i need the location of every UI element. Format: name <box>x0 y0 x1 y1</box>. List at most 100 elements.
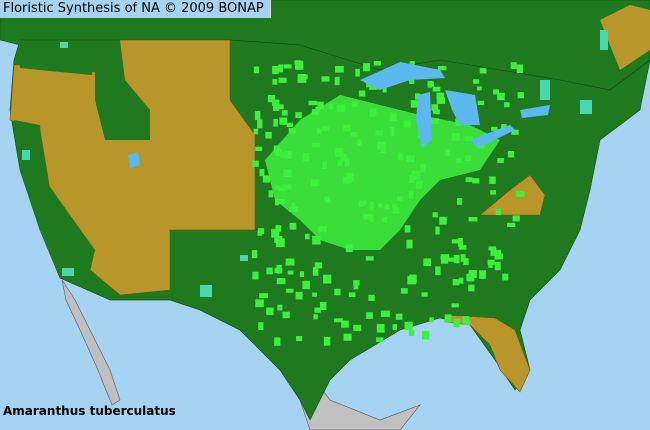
county-marker <box>266 307 274 316</box>
county-marker <box>488 262 493 268</box>
county-marker <box>357 139 362 146</box>
county-marker <box>316 128 322 134</box>
county-marker <box>259 293 268 299</box>
county-marker <box>251 250 258 259</box>
county-marker <box>452 279 460 286</box>
county-marker <box>258 322 264 330</box>
county-marker <box>272 79 278 85</box>
county-marker <box>265 131 272 139</box>
county-marker <box>282 311 290 319</box>
county-marker <box>432 86 441 92</box>
county-marker <box>289 222 297 230</box>
county-marker <box>427 80 432 88</box>
county-marker <box>320 301 327 310</box>
county-marker <box>255 146 263 152</box>
county-marker <box>451 133 460 141</box>
county-marker <box>412 172 421 180</box>
county-marker <box>279 117 288 125</box>
county-marker <box>410 100 419 108</box>
county-marker <box>472 178 480 184</box>
county-marker <box>355 68 360 77</box>
county-present-core <box>265 95 500 250</box>
county-marker <box>515 191 525 197</box>
county-marker <box>490 190 497 195</box>
county-marker <box>358 90 366 97</box>
county-marker <box>369 84 378 90</box>
county-marker <box>279 104 284 110</box>
county-marker <box>404 321 413 331</box>
county-marker <box>420 163 426 173</box>
county-marker <box>436 92 445 100</box>
baja-california <box>61 279 121 406</box>
county-marker <box>286 122 293 128</box>
county-marker <box>335 148 344 158</box>
county-marker <box>479 270 486 279</box>
county-marker <box>451 303 459 308</box>
idaho <box>95 40 150 140</box>
county-marker <box>378 203 383 208</box>
county-marker <box>346 173 354 182</box>
county-marker <box>266 267 273 275</box>
county-marker <box>435 109 440 115</box>
county-marker <box>397 196 403 201</box>
county-marker <box>421 292 428 297</box>
county-marker <box>517 92 524 99</box>
county-marker <box>272 65 279 75</box>
lake-huron <box>445 90 480 125</box>
county-marker <box>411 170 420 176</box>
county-marker <box>430 118 440 125</box>
county-marker <box>409 175 415 183</box>
county-marker <box>435 266 441 276</box>
map-title: Floristic Synthesis of NA © 2009 BONAP <box>0 0 271 18</box>
county-marker <box>397 152 403 161</box>
county-marker <box>305 233 310 240</box>
county-marker <box>502 273 509 281</box>
county-marker <box>286 288 294 293</box>
county-marker <box>400 288 408 294</box>
county-marker <box>337 160 343 167</box>
county-marker <box>464 136 473 142</box>
county-rare-markers <box>22 30 608 297</box>
county-marker <box>313 314 318 320</box>
county-marker <box>251 160 259 167</box>
new-mexico <box>170 232 252 302</box>
county-marker <box>254 111 261 121</box>
county-marker <box>512 215 520 222</box>
county-marker <box>507 151 515 158</box>
county-marker <box>422 330 430 340</box>
county-marker <box>335 66 344 73</box>
county-marker <box>359 200 367 206</box>
county-marker <box>253 128 259 135</box>
county-marker <box>262 175 271 183</box>
county-marker <box>409 274 417 283</box>
county-marker <box>462 316 470 326</box>
county-marker <box>334 318 343 323</box>
county-marker <box>510 62 517 69</box>
county-marker <box>432 212 438 218</box>
county-marker <box>445 257 455 262</box>
county-marker <box>408 191 414 200</box>
county-marker <box>350 131 358 137</box>
county-marker <box>366 312 373 319</box>
county-marker <box>432 107 438 114</box>
county-marker <box>302 152 310 162</box>
county-marker <box>324 196 331 202</box>
county-marker <box>276 278 286 285</box>
county-marker <box>365 256 374 261</box>
county-marker <box>501 124 507 131</box>
county-marker <box>385 204 390 210</box>
county-marker <box>334 76 340 86</box>
county-marker <box>392 324 398 330</box>
county-marker <box>423 258 432 267</box>
county-marker <box>257 230 263 236</box>
county-marker <box>455 118 462 127</box>
washington <box>18 40 95 75</box>
county-marker <box>416 180 423 190</box>
county-marker <box>317 101 324 109</box>
county-marker <box>257 119 263 129</box>
county-marker <box>369 201 375 211</box>
county-marker <box>389 112 397 122</box>
county-marker <box>406 155 415 163</box>
county-marker <box>493 89 500 95</box>
county-marker <box>336 104 346 112</box>
